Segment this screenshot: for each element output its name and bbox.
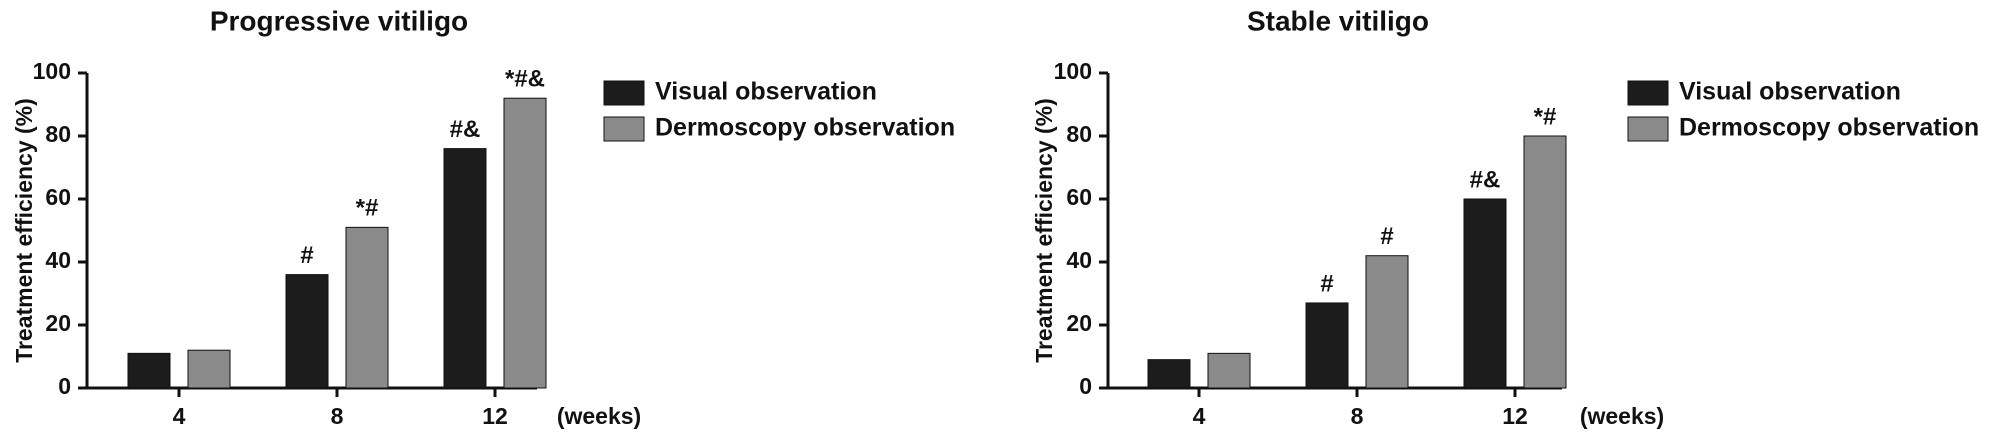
bar [1147,359,1191,389]
x-tick-label: 4 [1193,403,1206,429]
bar [1463,198,1507,389]
bar-annotation: # [300,242,313,269]
bar-annotation: # [1380,223,1393,250]
legend-swatch [603,80,645,106]
y-axis-label: Treatment efficiency (%) [11,98,37,363]
y-tick-label: 100 [1054,58,1092,84]
y-tick-label: 80 [1066,121,1092,147]
y-tick-label: 100 [33,58,71,84]
x-tick-label: 8 [331,403,344,429]
y-tick-label: 0 [1079,373,1092,399]
bar [1207,352,1251,389]
y-tick-label: 60 [1066,184,1092,210]
bar-annotation: # [1320,270,1333,297]
y-tick-label: 40 [45,247,71,273]
bar-annotation: *#& [505,66,545,93]
legend-swatch [1627,116,1669,142]
x-unit-label: (weeks) [557,403,641,429]
bar [345,226,389,389]
bar-annotation: *# [356,195,379,222]
x-tick-label: 12 [482,403,508,429]
legend-label: Visual observation [1679,78,1901,106]
bar-annotation: *# [1534,103,1557,130]
chart-title: Progressive vitiligo [210,5,468,36]
x-unit-label: (weeks) [1580,403,1664,429]
bar-annotation: #& [1470,166,1501,193]
y-tick-label: 40 [1066,247,1092,273]
bar [1305,302,1349,389]
chart-title: Stable vitiligo [1247,5,1429,36]
legend-swatch [1627,80,1669,106]
y-tick-label: 20 [1066,310,1092,336]
x-tick-label: 4 [173,403,186,429]
bar [1365,255,1409,389]
x-tick-label: 8 [1351,403,1364,429]
bar [503,97,547,389]
legend-swatch [603,116,645,142]
legend-label: Dermoscopy observation [1679,114,1979,142]
y-tick-label: 0 [58,373,71,399]
legend-label: Dermoscopy observation [655,114,955,142]
bar [187,349,231,389]
bar [1523,135,1567,389]
y-tick-label: 80 [45,121,71,147]
bar [127,352,171,389]
y-tick-label: 60 [45,184,71,210]
bar-annotation: #& [450,116,481,143]
y-axis-label: Treatment efficiency (%) [1031,98,1057,363]
bar [285,274,329,389]
legend-label: Visual observation [655,78,877,106]
x-tick-label: 12 [1502,403,1528,429]
bar [443,148,487,389]
y-tick-label: 20 [45,310,71,336]
